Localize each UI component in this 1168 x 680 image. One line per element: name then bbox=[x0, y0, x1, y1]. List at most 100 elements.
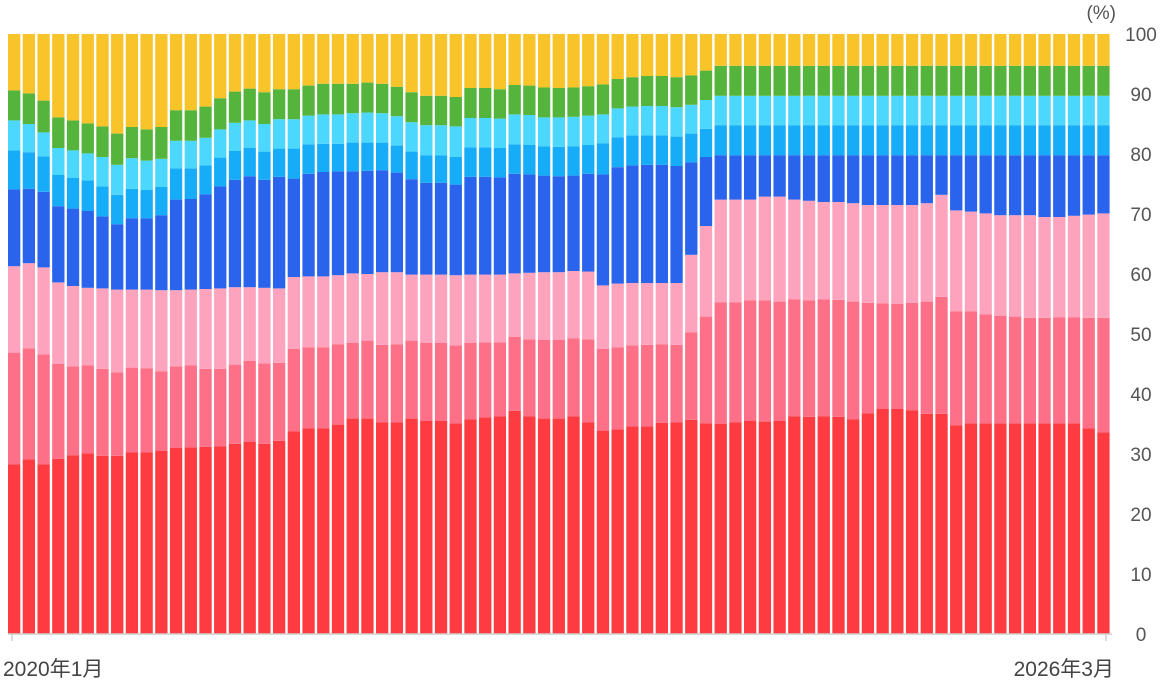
bar-segment-40-series-6 bbox=[582, 115, 595, 145]
bar-segment-24-series-1 bbox=[346, 418, 359, 634]
bar-segment-2-series-2 bbox=[22, 348, 36, 460]
bar-segment-29-series-4 bbox=[420, 182, 433, 275]
bar-segment-37-series-8 bbox=[537, 34, 551, 88]
bar-segment-44-series-8 bbox=[640, 34, 654, 76]
bar-segment-53-series-3 bbox=[773, 196, 786, 302]
bar-segment-14-series-1 bbox=[199, 446, 212, 634]
bar-segment-36-series-2 bbox=[523, 339, 536, 417]
bar-segment-65-series-3 bbox=[950, 210, 963, 312]
bar-segment-55-series-2 bbox=[802, 300, 816, 417]
bar-segment-44-series-3 bbox=[640, 283, 654, 345]
bar-segment-65-series-4 bbox=[950, 155, 963, 211]
bar-segment-67-series-7 bbox=[979, 65, 992, 96]
bar-segment-47-series-1 bbox=[685, 419, 698, 634]
bar-segment-35-series-2 bbox=[508, 337, 521, 411]
bar-segment-41-series-4 bbox=[596, 174, 610, 286]
bar-segment-7-series-5 bbox=[96, 186, 109, 217]
bar-segment-64-series-7 bbox=[935, 65, 948, 96]
y-tick-label-10: 10 bbox=[1130, 565, 1151, 586]
bar-segment-54-series-4 bbox=[788, 155, 801, 200]
bar-segment-74-series-4 bbox=[1082, 155, 1095, 215]
bar-segment-11-series-3 bbox=[155, 290, 168, 372]
bar-segment-70-series-6 bbox=[1023, 95, 1036, 126]
bar-segment-26-series-5 bbox=[376, 142, 389, 171]
bar-segment-29-series-2 bbox=[420, 343, 433, 421]
bar-segment-25-series-5 bbox=[361, 142, 374, 171]
bar-segment-49-series-2 bbox=[714, 302, 727, 424]
bar-segment-75-series-3 bbox=[1097, 213, 1110, 318]
bar-segment-20-series-7 bbox=[287, 89, 300, 120]
bar-segment-70-series-7 bbox=[1023, 65, 1036, 96]
bar-segment-63-series-4 bbox=[920, 155, 933, 204]
bar-segment-42-series-6 bbox=[611, 108, 624, 138]
bar-segment-14-series-8 bbox=[199, 34, 212, 107]
bar-segment-60-series-3 bbox=[876, 205, 889, 304]
bar-segment-35-series-8 bbox=[508, 34, 521, 85]
bar-segment-49-series-8 bbox=[714, 34, 727, 66]
bar-segment-66-series-7 bbox=[964, 65, 978, 96]
bar-segment-72-series-6 bbox=[1053, 95, 1066, 126]
bar-segment-3-series-5 bbox=[37, 156, 50, 192]
bar-segment-56-series-5 bbox=[817, 125, 830, 156]
bar-segment-10-series-5 bbox=[140, 190, 153, 219]
bar-segment-54-series-3 bbox=[788, 199, 801, 300]
bar-segment-42-series-8 bbox=[611, 34, 624, 79]
bar-segment-43-series-8 bbox=[626, 34, 639, 78]
bar-segment-49-series-4 bbox=[714, 155, 727, 200]
bar-segment-66-series-5 bbox=[964, 125, 978, 156]
bar-segment-72-series-4 bbox=[1053, 155, 1066, 217]
bar-segment-29-series-5 bbox=[420, 155, 433, 183]
bar-segment-46-series-8 bbox=[670, 34, 683, 78]
bar-segment-9-series-8 bbox=[125, 34, 139, 127]
bar-segment-63-series-7 bbox=[920, 65, 933, 96]
bar-segment-43-series-1 bbox=[626, 426, 639, 634]
bar-segment-8-series-6 bbox=[111, 164, 124, 195]
bar-segment-64-series-5 bbox=[935, 125, 948, 156]
bar-segment-12-series-3 bbox=[169, 290, 183, 367]
y-tick-label-60: 60 bbox=[1130, 265, 1151, 286]
bar-segment-29-series-1 bbox=[420, 421, 433, 634]
bar-segment-11-series-7 bbox=[155, 127, 168, 159]
bar-segment-9-series-2 bbox=[125, 367, 139, 453]
bar-segment-31-series-5 bbox=[449, 157, 462, 185]
bar-segment-27-series-7 bbox=[390, 86, 404, 117]
bar-segment-75-series-8 bbox=[1097, 34, 1110, 66]
bar-segment-26-series-6 bbox=[376, 113, 389, 143]
bar-segment-64-series-2 bbox=[935, 296, 948, 414]
bar-segment-61-series-1 bbox=[891, 409, 904, 634]
bar-segment-34-series-8 bbox=[493, 34, 507, 90]
bar-segment-30-series-4 bbox=[434, 182, 448, 275]
bar-segment-55-series-8 bbox=[802, 34, 816, 66]
bar-segment-14-series-6 bbox=[199, 137, 212, 166]
bar-segment-56-series-4 bbox=[817, 155, 830, 202]
bar-segment-28-series-1 bbox=[405, 418, 418, 634]
bar-segment-30-series-2 bbox=[434, 343, 448, 421]
bar-segment-37-series-2 bbox=[537, 340, 551, 419]
bar-segment-9-series-7 bbox=[125, 127, 139, 159]
bar-segment-65-series-1 bbox=[950, 425, 963, 634]
bar-segment-40-series-5 bbox=[582, 145, 595, 174]
bar-segment-70-series-5 bbox=[1023, 125, 1036, 156]
bar-segment-36-series-7 bbox=[523, 85, 536, 115]
bar-segment-71-series-7 bbox=[1038, 65, 1051, 96]
bar-segment-12-series-7 bbox=[169, 110, 183, 141]
bar-segment-17-series-7 bbox=[243, 88, 256, 121]
bar-segment-36-series-3 bbox=[523, 272, 536, 340]
bar-segment-57-series-1 bbox=[832, 416, 845, 634]
bar-segment-39-series-1 bbox=[567, 416, 580, 634]
bar-segment-32-series-5 bbox=[464, 147, 477, 177]
bar-segment-28-series-2 bbox=[405, 340, 418, 419]
bar-segment-66-series-8 bbox=[964, 34, 978, 66]
bar-segment-23-series-2 bbox=[331, 344, 345, 425]
bar-segment-38-series-2 bbox=[552, 340, 565, 419]
bar-segment-37-series-7 bbox=[537, 87, 551, 118]
bar-segment-25-series-3 bbox=[361, 274, 374, 341]
bar-segment-16-series-7 bbox=[228, 91, 242, 123]
bar-segment-27-series-5 bbox=[390, 145, 404, 173]
bar-segment-42-series-2 bbox=[611, 347, 624, 430]
bar-segment-15-series-7 bbox=[214, 98, 227, 130]
bar-segment-14-series-2 bbox=[199, 368, 212, 447]
bar-segment-37-series-6 bbox=[537, 117, 551, 147]
bar-segment-8-series-7 bbox=[111, 133, 124, 165]
bar-segment-2-series-4 bbox=[22, 188, 36, 264]
